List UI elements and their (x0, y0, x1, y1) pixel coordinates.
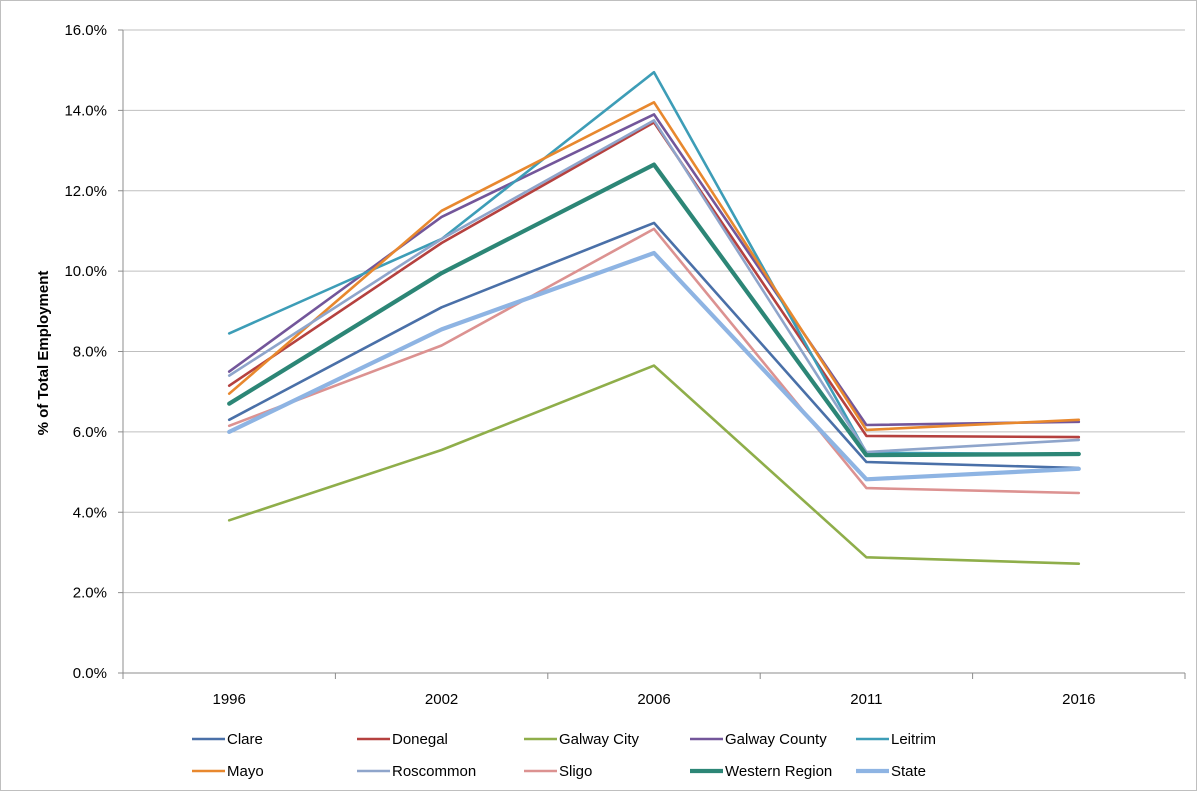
legend-label-mayo: Mayo (227, 763, 264, 780)
series-line-mayo (227, 101, 1081, 432)
legend: Clare Donegal Galway City Galway County Leit… (192, 731, 936, 780)
series-line-state (227, 250, 1081, 482)
series-line-galway-city (227, 364, 1081, 566)
x-tick-label: 2002 (425, 691, 458, 708)
series-line-leitrim (227, 70, 1081, 456)
y-axis-title: % of Total Employment (35, 271, 52, 436)
series-line-western-region (227, 162, 1081, 458)
y-tick-label: 2.0% (73, 585, 107, 602)
series-line-roscommon (227, 119, 1081, 454)
x-tick-label: 2016 (1062, 691, 1095, 708)
series-lines (227, 70, 1081, 566)
legend-label-clare: Clare (227, 731, 263, 748)
x-tick-labels: 1996 2002 2006 2011 2016 (213, 691, 1096, 708)
series-line-clare (227, 221, 1081, 470)
series-line-sligo (227, 227, 1081, 495)
y-tick-label: 0.0% (73, 665, 107, 682)
y-tick-label: 6.0% (73, 424, 107, 441)
y-tick-label: 10.0% (64, 263, 107, 280)
legend-label-leitrim: Leitrim (891, 731, 936, 748)
x-tick-label: 1996 (213, 691, 246, 708)
y-tick-label: 4.0% (73, 504, 107, 521)
legend-label-sligo: Sligo (559, 763, 592, 780)
legend-label-roscommon: Roscommon (392, 763, 476, 780)
y-tick-label: 16.0% (64, 22, 107, 39)
legend-label-western-region: Western Region (725, 763, 832, 780)
y-tick-labels: 0.0% 2.0% 4.0% 6.0% 8.0% 10.0% 12.0% 14.0% 16.0% (64, 22, 107, 682)
gridlines (123, 29, 1185, 594)
series-line-galway-county (227, 113, 1081, 427)
legend-label-galway-county: Galway County (725, 731, 827, 748)
legend-label-galway-city: Galway City (559, 731, 640, 748)
y-tick-label: 12.0% (64, 183, 107, 200)
legend-label-state: State (891, 763, 926, 780)
y-tick-label: 8.0% (73, 344, 107, 361)
x-tick-label: 2011 (850, 691, 882, 708)
x-tick-label: 2006 (637, 691, 670, 708)
legend-label-donegal: Donegal (392, 731, 448, 748)
axes (118, 29, 1186, 679)
y-tick-label: 14.0% (64, 102, 107, 119)
